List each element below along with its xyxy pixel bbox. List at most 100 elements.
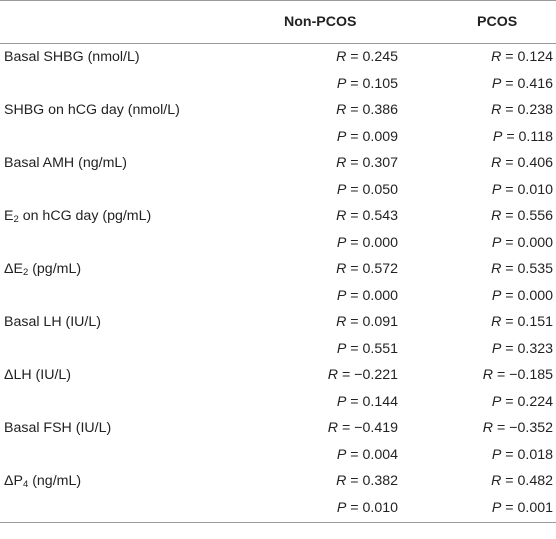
pcos-p-value: 0.000 <box>517 234 553 251</box>
empty-label-cell <box>0 336 272 363</box>
non-pcos-p-value: 0.004 <box>362 446 398 463</box>
pcos-r-value: 0.556 <box>517 208 553 225</box>
subscript: 2 <box>22 267 29 279</box>
table-body: Basal SHBG (nmol/L) R = 0.245 R = 0.124 … <box>0 44 556 523</box>
table-row-r: Basal AMH (ng/mL) R = 0.307 R = 0.406 <box>0 150 556 177</box>
non-pcos-r-cell: R = 0.307 <box>336 155 398 172</box>
table-header: Non-PCOS PCOS <box>0 0 556 44</box>
table-row-p: P = 0.000 P = 0.000 <box>0 283 556 310</box>
pcos-p-value: 0.323 <box>517 340 553 357</box>
pcos-r-cell: R = 0.556 <box>491 208 553 225</box>
table-row-p: P = 0.551 P = 0.323 <box>0 336 556 363</box>
empty-label-cell <box>0 71 272 98</box>
pcos-p-cell: P = 0.416 <box>491 75 553 92</box>
non-pcos-p-cell: P = 0.144 <box>336 393 398 410</box>
pcos-p-value: 0.001 <box>517 500 553 516</box>
table-row-r: SHBG on hCG day (nmol/L) R = 0.386 R = 0… <box>0 97 556 124</box>
empty-label-cell <box>0 230 272 257</box>
non-pcos-p-value: 0.144 <box>362 393 398 410</box>
empty-label-cell <box>0 124 272 151</box>
pcos-r-value: 0.151 <box>517 314 553 331</box>
pcos-r-cell: R = −0.352 <box>482 420 553 437</box>
non-pcos-p-value: 0.000 <box>362 234 398 251</box>
pcos-p-cell: P = 0.001 <box>400 494 556 523</box>
pcos-r-cell: R = 0.151 <box>491 314 553 331</box>
pcos-p-cell: P = 0.000 <box>491 234 553 251</box>
non-pcos-p-value: 0.105 <box>362 75 398 92</box>
empty-label-cell <box>0 283 272 310</box>
non-pcos-p-cell: P = 0.009 <box>336 128 398 145</box>
pcos-p-cell: P = 0.018 <box>491 446 553 463</box>
pcos-p-cell: P = 0.323 <box>491 340 553 357</box>
non-pcos-r-cell: R = 0.386 <box>336 102 398 119</box>
pcos-r-cell: R = −0.185 <box>482 367 553 384</box>
non-pcos-p-value: 0.010 <box>362 500 398 516</box>
header-non-pcos: Non-PCOS <box>272 0 400 44</box>
pcos-p-value: 0.000 <box>517 287 553 304</box>
non-pcos-p-value: 0.551 <box>362 340 398 357</box>
empty-label-cell <box>0 442 272 469</box>
table-row-r: ΔLH (IU/L) R = −0.221 R = −0.185 <box>0 362 556 389</box>
non-pcos-r-value: −0.419 <box>354 420 398 437</box>
variable-label: Basal AMH (ng/mL) <box>4 155 127 172</box>
table-row-p: P = 0.144 P = 0.224 <box>0 389 556 416</box>
pcos-r-value: −0.185 <box>509 367 553 384</box>
variable-label: ΔLH (IU/L) <box>4 367 72 384</box>
variable-label: ΔP4 (ng/mL) <box>4 473 82 491</box>
non-pcos-p-cell: P = 0.004 <box>336 446 398 463</box>
pcos-r-value: 0.482 <box>517 473 553 490</box>
pcos-r-cell: R = 0.124 <box>491 49 553 66</box>
non-pcos-p-cell: P = 0.050 <box>336 181 398 198</box>
non-pcos-r-value: 0.307 <box>362 155 398 172</box>
table-row-p: P = 0.009 P = 0.118 <box>0 124 556 151</box>
pcos-p-value: 0.018 <box>517 446 553 463</box>
empty-label-cell <box>0 177 272 204</box>
table-row-r: Basal LH (IU/L) R = 0.091 R = 0.151 <box>0 309 556 336</box>
pcos-p-value: 0.118 <box>518 128 553 145</box>
variable-label: Basal FSH (IU/L) <box>4 420 112 437</box>
table-row-r: ΔP4 (ng/mL) R = 0.382 R = 0.482 <box>0 468 556 495</box>
pcos-r-cell: R = 0.482 <box>491 473 553 490</box>
non-pcos-r-value: 0.382 <box>362 473 398 490</box>
pcos-p-value: 0.010 <box>517 181 553 198</box>
non-pcos-r-value: 0.572 <box>362 261 398 278</box>
non-pcos-p-cell: P = 0.551 <box>336 340 398 357</box>
non-pcos-r-value: −0.221 <box>354 367 398 384</box>
non-pcos-p-value: 0.009 <box>362 128 398 145</box>
table-row-r: E2 on hCG day (pg/mL) R = 0.543 R = 0.55… <box>0 203 556 230</box>
empty-label-cell <box>0 389 272 416</box>
non-pcos-r-value: 0.543 <box>362 208 398 225</box>
table-row-p: P = 0.010 P = 0.001 <box>0 494 556 523</box>
variable-label: Basal SHBG (nmol/L) <box>4 49 140 66</box>
variable-label: SHBG on hCG day (nmol/L) <box>4 102 180 119</box>
non-pcos-p-cell: P = 0.105 <box>336 75 398 92</box>
non-pcos-r-cell: R = 0.382 <box>336 473 398 490</box>
table-row-r: Basal SHBG (nmol/L) R = 0.245 R = 0.124 <box>0 44 556 71</box>
pcos-r-cell: R = 0.238 <box>491 102 553 119</box>
table-row-p: P = 0.004 P = 0.018 <box>0 442 556 469</box>
empty-label-cell <box>0 494 272 523</box>
pcos-r-cell: R = 0.406 <box>491 155 553 172</box>
correlation-table: Non-PCOS PCOS Basal SHBG (nmol/L) R = 0.… <box>0 0 556 523</box>
table-row-p: P = 0.000 P = 0.000 <box>0 230 556 257</box>
table-row-p: P = 0.105 P = 0.416 <box>0 71 556 98</box>
variable-label: E2 on hCG day (pg/mL) <box>4 208 152 226</box>
non-pcos-r-cell: R = 0.091 <box>336 314 398 331</box>
non-pcos-r-cell: R = 0.572 <box>336 261 398 278</box>
variable-label: ΔE2 (pg/mL) <box>4 261 82 279</box>
pcos-r-cell: R = 0.535 <box>491 261 553 278</box>
non-pcos-r-cell: R = −0.221 <box>327 367 398 384</box>
pcos-r-value: −0.352 <box>509 420 553 437</box>
non-pcos-r-value: 0.245 <box>362 49 398 66</box>
table-row-r: ΔE2 (pg/mL) R = 0.572 R = 0.535 <box>0 256 556 283</box>
non-pcos-r-cell: R = 0.543 <box>336 208 398 225</box>
non-pcos-p-cell: P = 0.000 <box>336 287 398 304</box>
subscript: 2 <box>13 214 19 226</box>
pcos-r-value: 0.406 <box>517 155 553 172</box>
non-pcos-p-cell: P = 0.010 <box>272 494 400 523</box>
non-pcos-r-cell: R = −0.419 <box>327 420 398 437</box>
pcos-p-cell: P = 0.224 <box>491 393 553 410</box>
non-pcos-p-value: 0.050 <box>362 181 398 198</box>
non-pcos-p-cell: P = 0.000 <box>336 234 398 251</box>
subscript: 4 <box>22 479 29 491</box>
